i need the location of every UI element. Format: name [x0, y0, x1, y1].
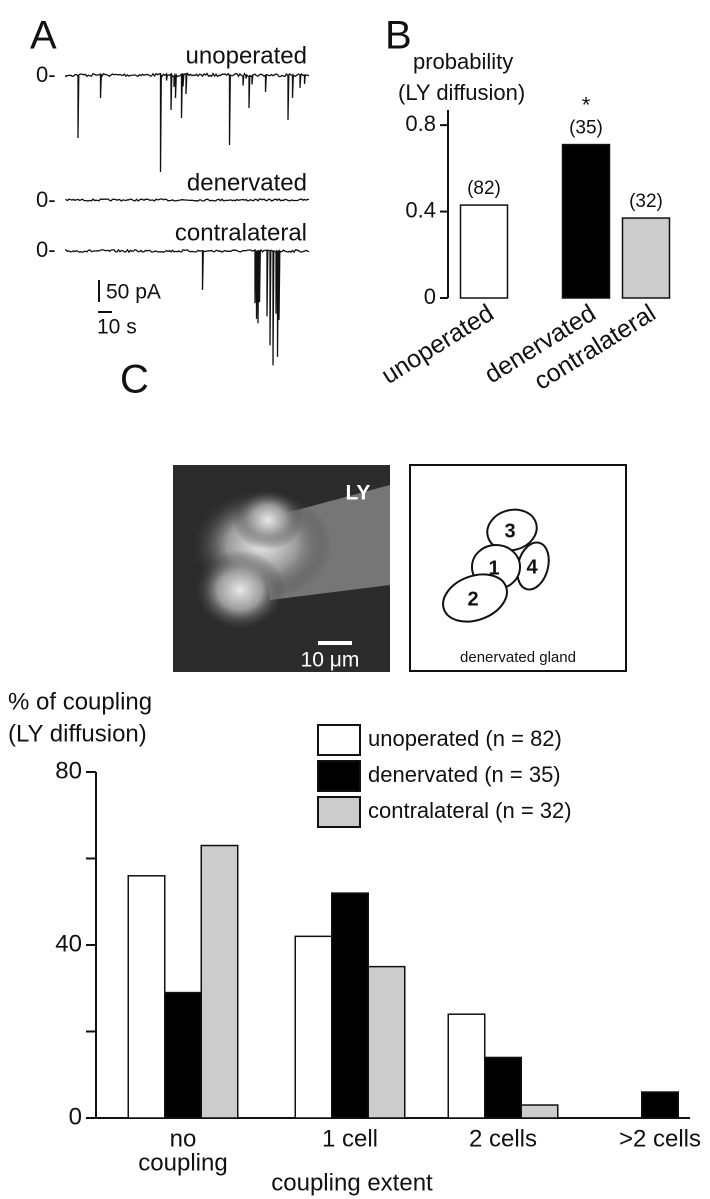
- y-tick-label: 40: [55, 930, 82, 957]
- y-tick-label: 0.8: [405, 111, 436, 136]
- bar: [447, 1013, 486, 1119]
- significance-mark: *: [582, 92, 591, 117]
- y-axis-label: % of coupling: [8, 688, 152, 715]
- bar: [641, 1091, 679, 1119]
- panel-label: A: [30, 14, 57, 58]
- y-tick-label: 80: [55, 757, 82, 784]
- legend-swatch: [317, 796, 361, 828]
- current-trace: [65, 248, 310, 366]
- zero-label: 0-: [36, 237, 56, 262]
- bar: [561, 143, 611, 299]
- cell-diagram: [409, 464, 627, 672]
- panel-label: C: [120, 358, 149, 402]
- zero-label: 0-: [36, 62, 56, 87]
- bar: [200, 844, 239, 1119]
- legend-label: denervated (n = 35): [368, 762, 561, 787]
- diagram-caption: denervated gland: [460, 649, 576, 666]
- n-label: (32): [629, 191, 663, 212]
- n-label: (35): [569, 118, 603, 139]
- cell-label: 3: [504, 520, 515, 542]
- trace-label: contralateral: [175, 219, 307, 246]
- x-tick-label: >2 cells: [619, 1125, 701, 1152]
- scale-label: 10 s: [97, 316, 137, 339]
- bar: [294, 935, 333, 1119]
- cell-label: 4: [526, 556, 538, 578]
- y-axis-label: (LY diffusion): [398, 80, 525, 105]
- bar: [127, 875, 166, 1119]
- image-scale-label: 10 μm: [301, 649, 360, 672]
- x-tick-label: no: [170, 1125, 197, 1152]
- bar: [484, 1056, 522, 1119]
- cell-label: 2: [467, 588, 478, 610]
- cell-label: 1: [488, 557, 499, 579]
- trace-label: denervated: [187, 169, 307, 196]
- current-trace: [65, 72, 310, 173]
- bar: [331, 892, 369, 1119]
- legend-swatch: [317, 724, 361, 756]
- x-tick-label: unoperated: [377, 299, 499, 390]
- bar: [459, 204, 509, 299]
- x-tick-label: coupling: [138, 1149, 227, 1176]
- image-label: LY: [346, 482, 371, 505]
- x-tick-label: 2 cells: [469, 1125, 537, 1152]
- n-label: (82): [467, 178, 501, 199]
- bar: [520, 1104, 559, 1119]
- y-tick-label: 0: [424, 284, 436, 309]
- zero-label: 0-: [36, 187, 56, 212]
- legend-label: unoperated (n = 82): [368, 726, 562, 751]
- legend-label: contralateral (n = 32): [368, 798, 572, 823]
- micrograph: [173, 465, 390, 672]
- trace-label: unoperated: [186, 42, 307, 69]
- x-tick-label: 1 cell: [322, 1125, 378, 1152]
- y-tick-label: 0: [69, 1103, 82, 1130]
- y-axis-label: (LY diffusion): [8, 720, 147, 747]
- bar: [621, 217, 671, 299]
- x-axis-label: coupling extent: [271, 1169, 433, 1196]
- scale-label: 50 pA: [106, 281, 161, 304]
- panel-label: B: [385, 14, 412, 58]
- legend-swatch: [317, 760, 361, 792]
- current-trace: [65, 198, 310, 202]
- bar: [367, 965, 406, 1119]
- y-axis-label: probability: [413, 49, 513, 74]
- bar: [164, 991, 202, 1119]
- y-tick-label: 0.4: [405, 197, 436, 222]
